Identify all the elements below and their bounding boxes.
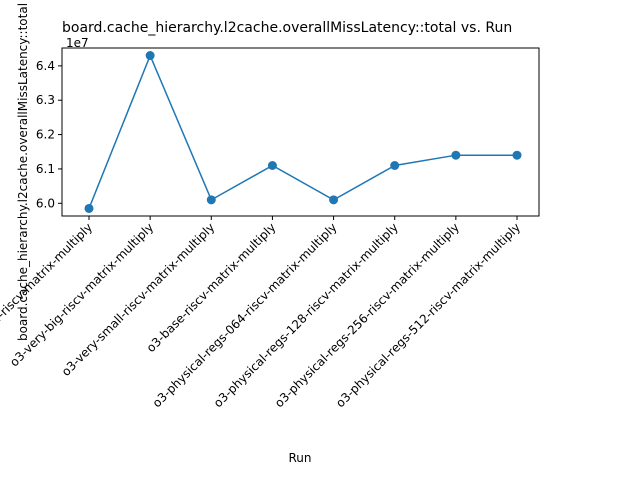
series-line <box>88 53 517 209</box>
data-point <box>451 150 461 160</box>
data-point <box>145 51 155 61</box>
chart-title: board.cache_hierarchy.l2cache.overallMis… <box>62 20 512 36</box>
x-axis-label: Run <box>288 451 311 465</box>
y-axis-label: board.cache_hierarchy.l2cache.overallMis… <box>16 3 30 341</box>
y-tick-label: 6.4 <box>36 59 55 73</box>
data-point <box>329 195 339 205</box>
y-ticks: 6.0 6.1 6.2 6.3 6.4 <box>36 59 62 210</box>
y-tick-label: 6.1 <box>36 162 55 176</box>
y-offset-label: 1e7 <box>66 36 89 50</box>
data-point <box>206 195 216 205</box>
data-series <box>84 51 522 213</box>
data-point <box>267 160 277 170</box>
y-tick-label: 6.3 <box>36 93 55 107</box>
plot-frame <box>61 47 540 217</box>
data-point <box>390 160 400 170</box>
data-point <box>512 150 522 160</box>
y-tick-label: 6.0 <box>36 196 55 210</box>
data-point <box>84 203 94 213</box>
x-tick-label: o3-base-riscv-matrix-multiply <box>144 220 279 355</box>
y-tick-label: 6.2 <box>36 128 55 142</box>
x-ticks: inorder-riscv-matrix-multiplyo3-very-big… <box>0 216 523 410</box>
